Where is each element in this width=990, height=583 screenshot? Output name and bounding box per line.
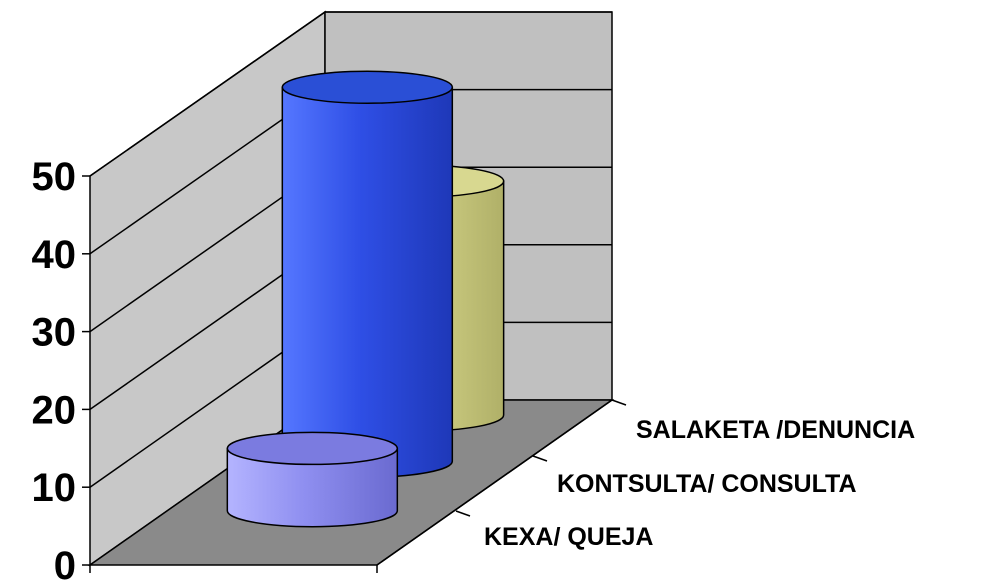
bar-top [226, 431, 399, 466]
depth-tick-mark [455, 510, 471, 517]
category-label: KONTSULTA/ CONSULTA [557, 470, 857, 498]
depth-tick-mark [532, 455, 548, 462]
category-label: SALAKETA /DENUNCIA [636, 416, 915, 444]
y-tick-label: 30 [32, 311, 77, 355]
bar-0 [226, 431, 399, 528]
depth-tick-mark [611, 399, 627, 406]
axis-ticks [82, 175, 627, 573]
category-labels: KEXA/ QUEJA KONTSULTA/ CONSULTA SALAKETA /… [484, 416, 915, 551]
bar-top [281, 70, 454, 105]
gridline-side [89, 11, 326, 177]
bar-1 [281, 70, 454, 478]
y-tick-label: 40 [32, 233, 77, 277]
y-tick-label: 50 [32, 155, 77, 199]
y-axis-tick-labels: 0 10 20 30 40 50 [32, 155, 77, 583]
category-label: KEXA/ QUEJA [484, 523, 653, 551]
bars [226, 70, 505, 528]
depth-axis-line [376, 399, 613, 566]
y-tick-label: 0 [54, 544, 76, 583]
y-tick-label: 20 [32, 388, 77, 432]
y-tick-label: 10 [32, 466, 77, 510]
bar-body [226, 447, 399, 528]
bar-body [281, 86, 454, 478]
